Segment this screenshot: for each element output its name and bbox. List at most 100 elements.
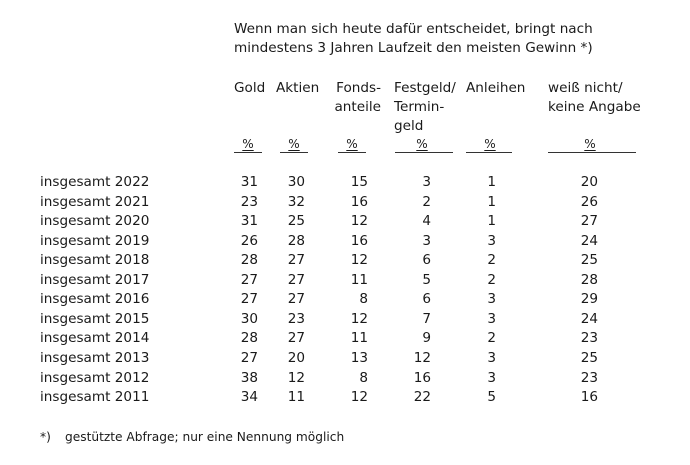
table-row: insgesamt 2014 28 27 11 9 2 23 (0, 329, 690, 348)
table-cell: 8 (359, 291, 368, 308)
unit-label: % (346, 137, 358, 151)
table-cell: 12 (350, 389, 368, 406)
table-row: insgesamt 2016 27 27 8 6 3 29 (0, 290, 690, 309)
table-cell: 2 (487, 252, 496, 269)
row-label: insgesamt 2019 (40, 232, 150, 249)
table-cell: 15 (350, 174, 368, 190)
header-rule (234, 152, 262, 153)
table-cell: 28 (240, 330, 258, 347)
table-cell: 24 (580, 232, 598, 249)
table-cell: 27 (287, 330, 305, 347)
row-label: insgesamt 2015 (40, 310, 150, 327)
table-cell: 23 (287, 310, 305, 327)
table-cell: 1 (487, 174, 496, 190)
table-row: insgesamt 2017 27 27 11 5 2 28 (0, 271, 690, 290)
table-cell: 16 (350, 232, 368, 249)
table-cell: 28 (580, 271, 598, 288)
table-cell: 3 (487, 369, 496, 386)
table-cell: 4 (422, 213, 431, 230)
table-cell: 11 (287, 389, 305, 406)
table-row: insgesamt 2018 28 27 12 6 2 25 (0, 251, 690, 270)
row-label: insgesamt 2016 (40, 291, 150, 308)
table-cell: 3 (487, 232, 496, 249)
table-row: insgesamt 2020 31 25 12 4 1 27 (0, 212, 690, 231)
table-cell: 12 (350, 310, 368, 327)
table-cell: 24 (580, 310, 598, 327)
column-header-aktien: Aktien (276, 80, 320, 96)
table-cell: 3 (487, 310, 496, 327)
table-cell: 12 (413, 349, 431, 366)
table-cell: 26 (580, 193, 598, 210)
header-rule (395, 152, 453, 153)
table-cell: 3 (487, 291, 496, 308)
table-cell: 6 (422, 252, 431, 269)
table-cell: 30 (240, 310, 258, 327)
table-cell: 27 (240, 291, 258, 308)
table-cell: 28 (240, 252, 258, 269)
column-header-weiss-nicht: weiß nicht/ keine Angabe (548, 80, 641, 115)
table-cell: 11 (350, 330, 368, 347)
table-cell: 12 (350, 213, 368, 230)
row-label: insgesamt 2013 (40, 349, 150, 366)
row-label: insgesamt 2011 (40, 389, 150, 406)
header-rule (338, 152, 366, 153)
table-cell: 25 (580, 252, 598, 269)
table-cell: 2 (487, 330, 496, 347)
table-cell: 31 (240, 174, 258, 190)
table-cell: 28 (287, 232, 305, 249)
column-header-fondsanteile: Fonds- anteile (334, 80, 381, 115)
table-cell: 12 (350, 252, 368, 269)
title-line: Wenn man sich heute dafür entscheidet, b… (234, 21, 593, 37)
footnote-text: gestützte Abfrage; nur eine Nennung mögl… (65, 430, 345, 444)
table-cell: 34 (240, 389, 258, 406)
unit-label: % (416, 137, 428, 151)
row-label: insgesamt 2021 (40, 193, 150, 210)
table-cell: 32 (287, 193, 305, 210)
table-cell: 20 (580, 174, 598, 190)
row-label: insgesamt 2017 (40, 271, 150, 288)
table-cell: 3 (422, 232, 431, 249)
row-label: insgesamt 2022 (40, 174, 150, 190)
unit-label: % (288, 137, 300, 151)
table-cell: 22 (413, 389, 431, 406)
table-cell: 30 (287, 174, 305, 190)
row-label: insgesamt 2018 (40, 252, 150, 269)
table-cell: 12 (287, 369, 305, 386)
table-cell: 16 (580, 389, 598, 406)
table-row: insgesamt 2012 38 12 8 16 3 23 (0, 369, 690, 388)
row-label: insgesamt 2012 (40, 369, 150, 386)
table-cell: 11 (350, 271, 368, 288)
table-cell: 23 (240, 193, 258, 210)
table-cell: 3 (422, 174, 431, 190)
table-cell: 27 (287, 291, 305, 308)
table-cell: 13 (350, 349, 368, 366)
unit-label: % (484, 137, 496, 151)
row-label: insgesamt 2020 (40, 213, 150, 230)
table-cell: 3 (487, 349, 496, 366)
table-cell: 9 (422, 330, 431, 347)
table-cell: 8 (359, 369, 368, 386)
table-cell: 16 (350, 193, 368, 210)
table-cell: 27 (580, 213, 598, 230)
table-cell: 31 (240, 213, 258, 230)
table-cell: 27 (287, 252, 305, 269)
table-cell: 2 (487, 271, 496, 288)
table-cell: 26 (240, 232, 258, 249)
table-cell: 16 (413, 369, 431, 386)
table-cell: 5 (422, 271, 431, 288)
table-row: insgesamt 2021 23 32 16 2 1 26 (0, 193, 690, 212)
table-cell: 20 (287, 349, 305, 366)
title-line: mindestens 3 Jahren Laufzeit den meisten… (234, 40, 593, 56)
table-row: insgesamt 2015 30 23 12 7 3 24 (0, 310, 690, 329)
header-rule (548, 152, 636, 153)
table-cell: 23 (580, 369, 598, 386)
table-cell: 5 (487, 389, 496, 406)
table-row: insgesamt 2011 34 11 12 22 5 16 (0, 388, 690, 407)
column-header-gold: Gold (234, 80, 266, 96)
table-cell: 25 (287, 213, 305, 230)
table-cell: 27 (240, 271, 258, 288)
table-cell: 1 (487, 193, 496, 210)
table-row: insgesamt 2022 31 30 15 3 1 20 (0, 173, 690, 192)
table-cell: 7 (422, 310, 431, 327)
table-cell: 23 (580, 330, 598, 347)
